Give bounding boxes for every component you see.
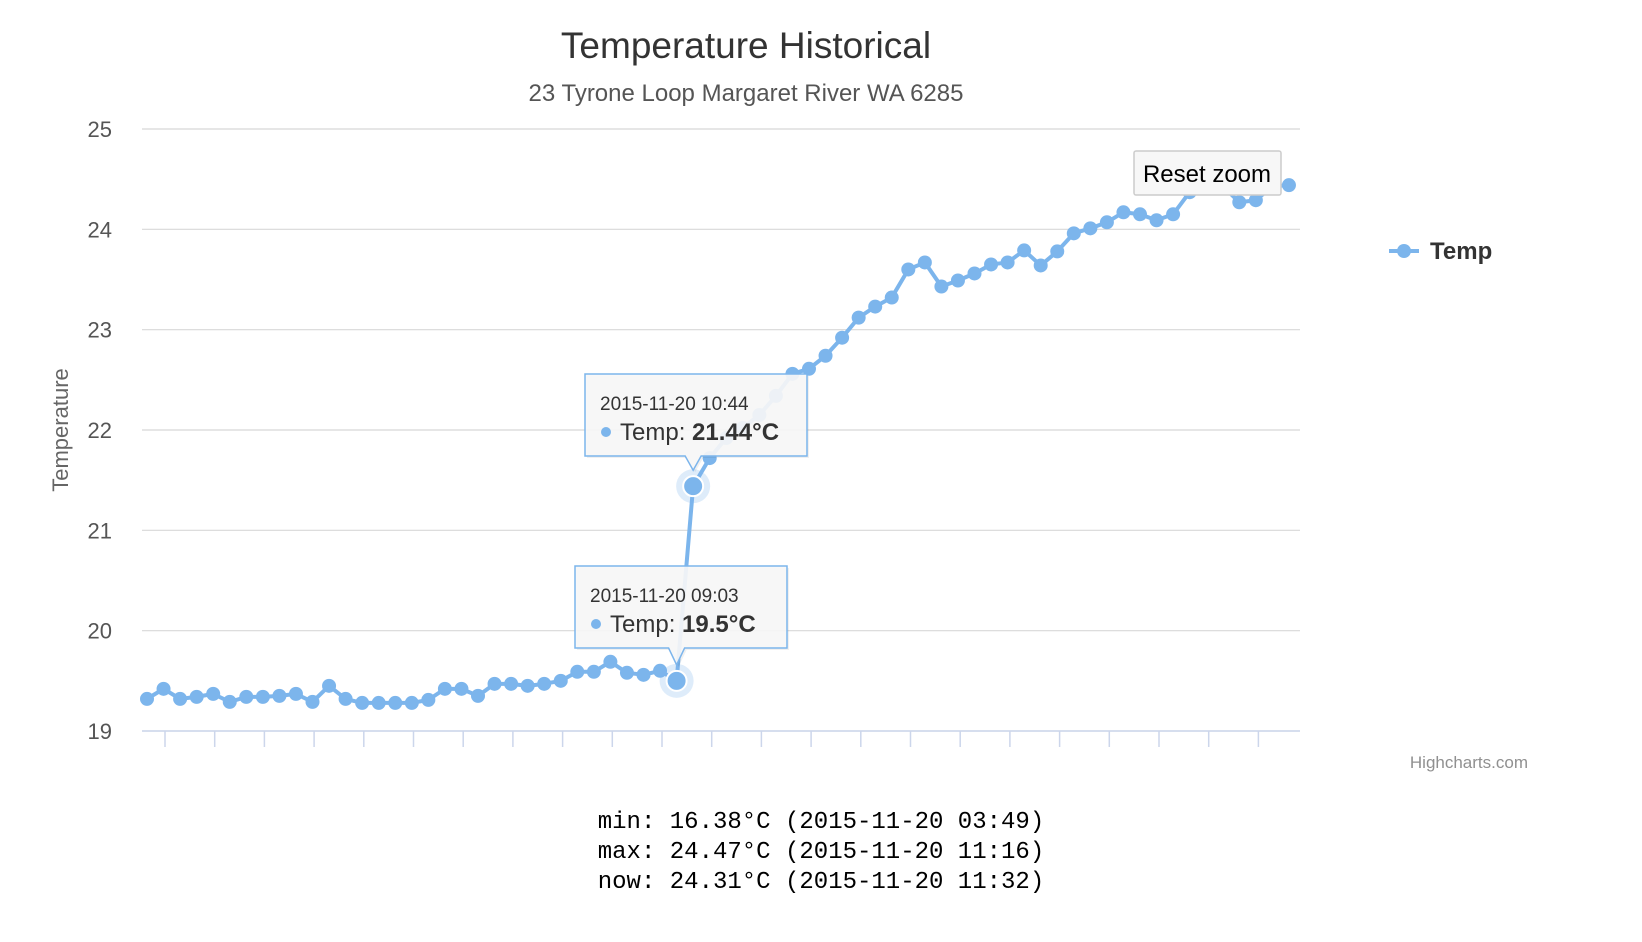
legend-label: Temp — [1430, 238, 1492, 265]
data-point[interactable] — [884, 290, 899, 305]
data-point[interactable] — [868, 299, 883, 314]
y-axis-label: Temperature — [48, 368, 73, 492]
tooltip-value-label: 19.5°C — [682, 611, 756, 638]
tooltip-box — [574, 565, 788, 667]
chart-title: Temperature Historical — [561, 25, 931, 66]
data-point[interactable] — [421, 692, 436, 707]
y-tick-label: 19 — [88, 719, 112, 744]
legend-item-temp[interactable]: Temp — [1389, 238, 1492, 265]
reset-zoom-button[interactable]: Reset zoom — [1133, 150, 1282, 196]
data-point[interactable] — [388, 695, 403, 710]
data-point[interactable] — [206, 686, 221, 701]
tooltip-value: Temp: 21.44°C — [620, 419, 779, 446]
data-point[interactable] — [338, 691, 353, 706]
chart-subtitle: 23 Tyrone Loop Margaret River WA 6285 — [529, 80, 964, 107]
x-axis — [142, 730, 1300, 747]
y-tick-label: 22 — [88, 418, 112, 443]
data-point[interactable] — [140, 691, 154, 706]
data-point[interactable] — [586, 664, 601, 679]
y-axis-ticks: 19 20 21 22 23 24 25 — [88, 117, 112, 744]
data-point[interactable] — [454, 681, 469, 696]
stats-panel: min: 16.38°C (2015-11-20 03:49) max: 24.… — [0, 808, 1642, 898]
data-point[interactable] — [934, 279, 949, 294]
data-point[interactable] — [1149, 213, 1164, 228]
data-point[interactable] — [619, 665, 634, 680]
tooltip-series-dot — [591, 619, 601, 629]
data-point[interactable] — [504, 676, 519, 691]
data-point[interactable] — [255, 689, 270, 704]
tooltip-date: 2015-11-20 09:03 — [590, 586, 739, 607]
data-point[interactable] — [553, 673, 568, 688]
tooltip-value: Temp: 19.5°C — [610, 611, 756, 638]
data-point[interactable] — [487, 676, 502, 691]
data-point[interactable] — [1133, 207, 1147, 222]
data-point[interactable] — [371, 695, 386, 710]
data-point[interactable] — [570, 664, 585, 679]
data-point[interactable] — [1000, 255, 1015, 270]
data-point[interactable] — [1099, 215, 1114, 230]
data-point[interactable] — [603, 654, 618, 669]
y-tick-label: 20 — [88, 619, 112, 644]
data-point[interactable] — [222, 694, 237, 709]
tooltip-box — [584, 373, 808, 472]
stat-max: max: 24.47°C (2015-11-20 11:16) — [597, 839, 1045, 866]
tooltip: 2015-11-20 09:03 Temp: 19.5°C — [574, 565, 789, 667]
credits-link[interactable]: Highcharts.com — [1410, 753, 1528, 772]
data-point[interactable] — [950, 273, 965, 288]
data-point[interactable] — [636, 667, 651, 682]
data-point[interactable] — [682, 475, 705, 498]
data-point[interactable] — [917, 255, 932, 270]
tooltip-series-dot — [601, 427, 611, 437]
reset-zoom-label: Reset zoom — [1143, 161, 1271, 188]
y-tick-label: 25 — [88, 117, 112, 142]
data-point[interactable] — [1281, 178, 1296, 193]
data-point[interactable] — [437, 681, 452, 696]
data-point[interactable] — [1232, 195, 1247, 210]
legend-marker — [1397, 244, 1411, 258]
stat-now: now: 24.31°C (2015-11-20 11:32) — [597, 869, 1045, 896]
data-point[interactable] — [520, 678, 535, 693]
data-point[interactable] — [1017, 243, 1032, 258]
data-point[interactable] — [305, 694, 320, 709]
data-point[interactable] — [1033, 258, 1048, 273]
data-point[interactable] — [967, 266, 982, 281]
data-point[interactable] — [239, 689, 254, 704]
data-point[interactable] — [288, 686, 303, 701]
data-point[interactable] — [1166, 207, 1181, 222]
data-point[interactable] — [984, 257, 999, 272]
data-point[interactable] — [355, 695, 370, 710]
data-point[interactable] — [901, 262, 916, 277]
tooltip-date: 2015-11-20 10:44 — [600, 394, 749, 415]
stat-min: min: 16.38°C (2015-11-20 03:49) — [597, 809, 1045, 836]
tooltip: 2015-11-20 10:44 Temp: 21.44°C — [584, 373, 809, 473]
y-tick-label: 23 — [88, 318, 112, 343]
data-point[interactable] — [404, 695, 419, 710]
data-point[interactable] — [1083, 221, 1098, 236]
data-point[interactable] — [653, 663, 668, 678]
data-point[interactable] — [272, 688, 287, 703]
data-point[interactable] — [851, 310, 866, 325]
tooltip-value-label: 21.44°C — [692, 419, 779, 446]
data-point[interactable] — [818, 348, 833, 363]
y-tick-label: 24 — [88, 217, 112, 242]
data-point[interactable] — [471, 688, 485, 703]
data-point[interactable] — [189, 689, 204, 704]
data-point[interactable] — [537, 676, 552, 691]
data-point[interactable] — [665, 669, 688, 692]
data-point[interactable] — [802, 361, 816, 376]
y-tick-label: 21 — [88, 518, 112, 543]
data-point[interactable] — [322, 678, 337, 693]
data-point[interactable] — [1116, 205, 1131, 220]
gridlines — [142, 128, 1300, 732]
data-point[interactable] — [835, 330, 850, 345]
data-point[interactable] — [1248, 193, 1263, 208]
data-point[interactable] — [1050, 244, 1065, 259]
data-point[interactable] — [1066, 226, 1081, 241]
tooltip-series-label: Temp: — [620, 419, 692, 446]
data-point[interactable] — [173, 691, 188, 706]
data-point[interactable] — [156, 681, 171, 696]
tooltip-series-label: Temp: — [610, 611, 682, 638]
